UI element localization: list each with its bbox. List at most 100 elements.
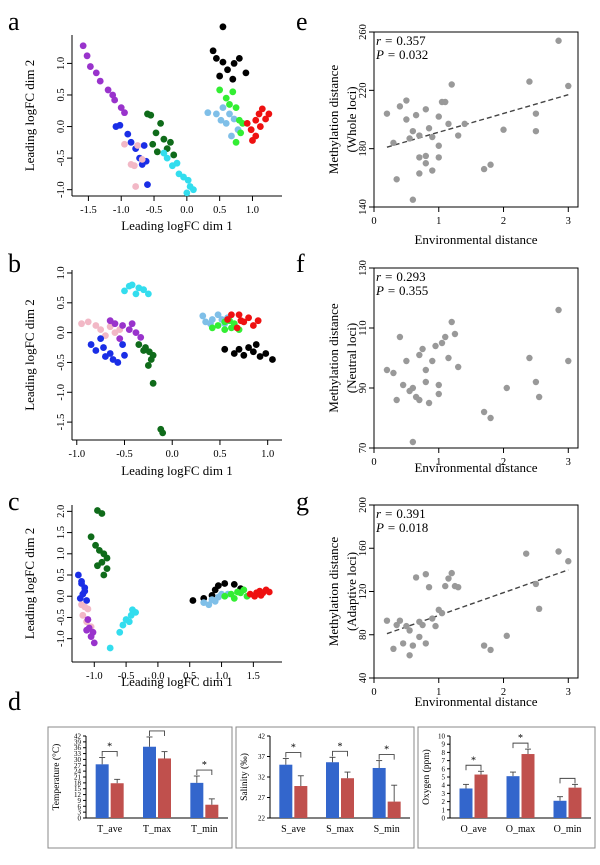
y-axis-label-2: (Whole loci) — [344, 86, 359, 152]
data-point — [416, 132, 423, 139]
data-point-darkgreen — [94, 562, 101, 570]
y-tick-label: 220 — [358, 82, 369, 98]
y-tick-label: 5 — [442, 774, 446, 782]
data-point-cyan — [163, 154, 171, 162]
data-point — [442, 333, 449, 341]
data-point — [422, 152, 430, 160]
data-point-blue — [144, 181, 151, 189]
x-axis-label: Environmental distance — [414, 460, 537, 475]
data-point-black — [240, 351, 248, 359]
data-point-black — [216, 72, 224, 80]
y-tick-label: 42 — [74, 733, 82, 741]
y-tick-label: 1.0 — [56, 547, 67, 560]
data-point — [409, 384, 417, 392]
x-axis-label: Environmental distance — [414, 694, 537, 709]
data-point-purple — [119, 322, 126, 329]
data-point-lightblue — [204, 109, 212, 117]
stat-p-value: 0.355 — [399, 283, 428, 298]
data-point-blue — [81, 587, 89, 595]
y-tick-label: 130 — [358, 260, 369, 276]
bar-barblue — [459, 788, 473, 818]
data-point-black — [230, 60, 238, 67]
y-tick-label: 180 — [358, 141, 369, 157]
x-tick-label: 3 — [566, 687, 571, 698]
y-tick-label: 37 — [258, 753, 266, 761]
data-point — [425, 583, 433, 591]
data-point-blue — [119, 341, 126, 348]
data-point — [487, 414, 494, 422]
data-point-darkgreen — [98, 510, 106, 517]
y-tick-label: 2 — [442, 798, 446, 806]
panel-label-g: g — [296, 487, 309, 516]
data-point — [422, 160, 430, 167]
data-point — [435, 142, 442, 149]
data-point — [565, 357, 572, 365]
stat-r-value: 0.293 — [396, 269, 425, 284]
x-tick-label: 0 — [371, 687, 376, 698]
y-tick-label: 6 — [78, 803, 82, 811]
data-point — [416, 170, 423, 177]
data-point — [399, 381, 407, 389]
subpanel-frame — [47, 726, 233, 849]
y-tick-label: 140 — [358, 199, 369, 215]
y-tick-label: 90 — [358, 383, 369, 394]
data-point — [403, 116, 410, 123]
y-axis-label: Temperature (°C) — [51, 744, 62, 811]
data-point-cyan — [144, 290, 152, 298]
y-tick-label: 0.5 — [56, 296, 67, 309]
panel-label-f: f — [296, 249, 305, 278]
data-point — [406, 627, 413, 634]
x-tick-label: 3 — [566, 216, 571, 227]
data-point-purple — [104, 86, 112, 94]
data-point-blue — [92, 347, 100, 354]
data-point-darkgreen — [144, 362, 152, 369]
category-label: S_min — [374, 824, 400, 835]
significance-bracket — [512, 742, 529, 749]
data-point-pink — [92, 322, 100, 329]
x-axis-label: Environmental distance — [414, 232, 537, 247]
data-point-green — [221, 326, 229, 334]
y-tick-label: 80 — [358, 630, 369, 641]
data-point-pink — [97, 326, 105, 334]
data-point — [425, 125, 433, 132]
y-tick-label: 1.0 — [56, 266, 67, 279]
x-tick-label: 2 — [501, 457, 506, 468]
x-tick-label: 0.5 — [213, 205, 226, 216]
data-point-purple — [90, 639, 98, 647]
y-tick-label: 7 — [442, 757, 446, 765]
data-point — [416, 154, 423, 161]
data-point-cyan — [106, 644, 114, 652]
data-point-purple — [96, 77, 104, 85]
data-point — [454, 583, 462, 591]
data-point — [555, 548, 562, 555]
data-point — [435, 390, 442, 398]
data-point — [390, 369, 397, 377]
data-point — [383, 366, 391, 374]
x-tick-label: 0.0 — [151, 671, 164, 682]
data-point — [419, 345, 426, 353]
data-point-green — [226, 101, 233, 108]
panel-label-b: b — [8, 249, 21, 278]
data-point — [403, 97, 410, 104]
data-point — [419, 621, 426, 629]
data-point-purple — [117, 104, 125, 112]
data-point-pink — [132, 183, 140, 190]
data-point — [532, 127, 540, 135]
y-axis-label: Leading logFC dim 2 — [22, 60, 37, 172]
data-point-red — [245, 314, 252, 322]
data-point-purple — [83, 626, 91, 634]
x-tick-label: 0 — [371, 216, 376, 227]
data-point-green — [216, 86, 224, 94]
data-point — [393, 176, 400, 183]
data-point — [535, 393, 543, 401]
data-point-darkgreen — [149, 140, 157, 148]
bar-barblue — [372, 767, 386, 818]
data-point-lightblue — [228, 132, 235, 140]
plot-frame — [373, 267, 579, 449]
x-tick-label: 0.0 — [180, 205, 193, 216]
chart-b: -1.0 -0.5 0.0 0.5 1.0 -1.5 -1.0 -0.5 0.0 0.5 1.0 Le… — [22, 266, 282, 478]
y-axis-label: Leading logFC dim 2 — [22, 528, 37, 640]
y-tick-label: -0.5 — [56, 609, 67, 626]
x-tick-label: -1.5 — [80, 205, 97, 216]
